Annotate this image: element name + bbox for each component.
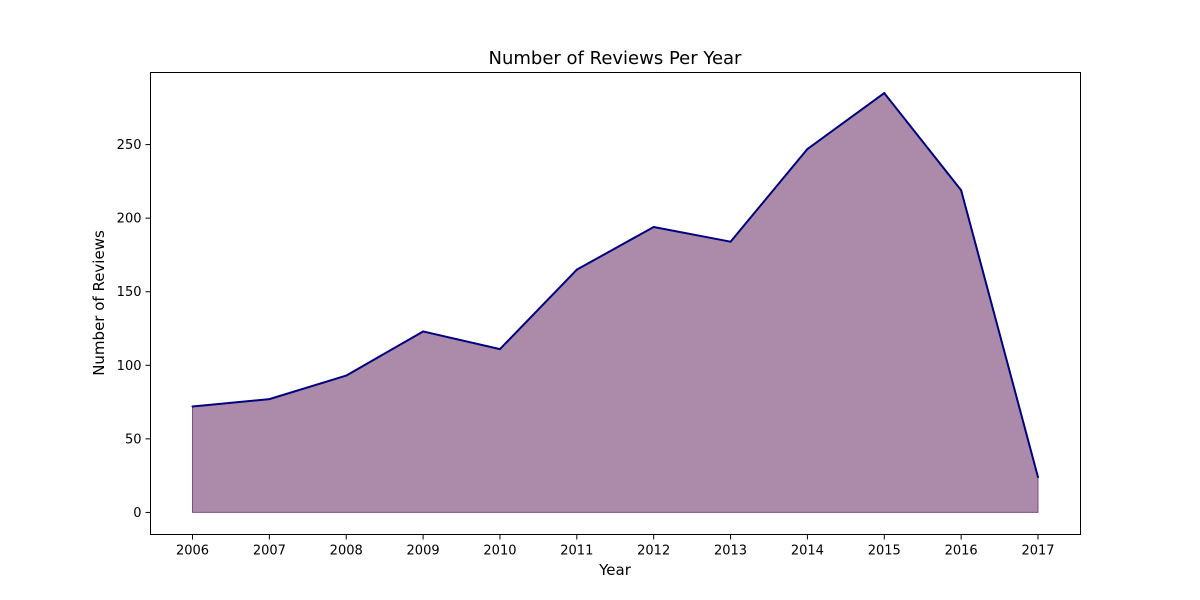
- y-tick-label: 100: [117, 359, 142, 374]
- series-line: [192, 92, 1039, 478]
- data-point: [422, 330, 425, 333]
- x-tick-label: 2015: [868, 544, 901, 559]
- data-point: [191, 405, 194, 408]
- y-axis-label: Number of Reviews: [90, 230, 108, 376]
- x-tick-label: 2010: [483, 544, 516, 559]
- series-area: [192, 92, 1039, 513]
- data-point: [268, 398, 271, 401]
- x-tick-label: 2016: [945, 544, 978, 559]
- x-tick-label: 2014: [791, 544, 824, 559]
- y-tick-label: 150: [117, 285, 142, 300]
- y-tick-label: 200: [117, 212, 142, 227]
- data-point: [345, 374, 348, 377]
- data-point: [960, 189, 963, 192]
- y-tick-label: 50: [125, 432, 142, 447]
- x-tick-label: 2017: [1021, 544, 1054, 559]
- y-tick-label: 0: [133, 506, 141, 521]
- data-point: [729, 240, 732, 243]
- plot-area: [191, 92, 1039, 513]
- data-point: [652, 225, 655, 228]
- x-tick-label: 2011: [560, 544, 593, 559]
- x-tick-label: 2006: [176, 544, 209, 559]
- y-tick-label: 250: [117, 138, 142, 153]
- plot-frame: [150, 72, 1081, 535]
- y-axis: 0 50 100 150 200 250: [117, 138, 151, 521]
- data-point: [1037, 476, 1039, 479]
- data-point: [575, 268, 578, 271]
- data-point: [498, 348, 501, 351]
- data-point: [806, 148, 809, 151]
- x-axis-label: Year: [598, 561, 632, 579]
- x-tick-label: 2009: [407, 544, 440, 559]
- x-tick-label: 2008: [330, 544, 363, 559]
- chart-title: Number of Reviews Per Year: [489, 48, 743, 69]
- data-point: [883, 92, 886, 95]
- x-tick-label: 2012: [637, 544, 670, 559]
- x-tick-label: 2013: [714, 544, 747, 559]
- x-tick-label: 2007: [253, 544, 286, 559]
- x-axis: 2006 2007 2008 2009 2010 2011 2012 2013 2014 2015…: [176, 534, 1055, 559]
